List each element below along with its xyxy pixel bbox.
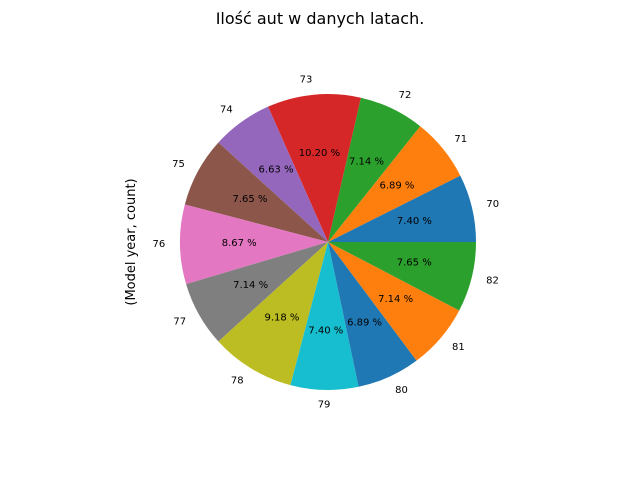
percent-label-73: 10.20 %	[299, 148, 340, 159]
percent-label-78: 9.18 %	[264, 312, 299, 323]
category-label-77: 77	[173, 316, 186, 327]
pie-slice-81	[328, 242, 460, 361]
percent-label-77: 7.14 %	[233, 280, 268, 291]
percent-label-70: 7.40 %	[397, 216, 432, 227]
category-label-78: 78	[231, 376, 244, 387]
category-label-79: 79	[318, 399, 331, 410]
pie-slice-72	[328, 97, 421, 242]
category-label-81: 81	[452, 342, 465, 353]
y-axis-label: (Model year, count)	[124, 178, 139, 305]
percent-label-81: 7.14 %	[378, 294, 413, 305]
percent-label-79: 7.40 %	[308, 325, 343, 336]
pie-slice-77	[186, 242, 328, 342]
pie-slice-73	[268, 94, 361, 242]
pie-slice-80	[328, 242, 417, 387]
pie-slice-71	[328, 126, 461, 242]
category-label-80: 80	[395, 385, 408, 396]
pie-slices	[179, 94, 476, 391]
percent-label-75: 7.65 %	[232, 194, 267, 205]
category-label-70: 70	[486, 199, 499, 210]
pie-slice-76	[179, 204, 328, 285]
pie-slice-75	[184, 142, 328, 242]
category-label-76: 76	[152, 239, 165, 250]
pie-slice-70	[328, 175, 476, 242]
category-label-71: 71	[454, 134, 467, 145]
category-label-73: 73	[300, 74, 313, 85]
pie-slice-78	[218, 242, 328, 386]
category-label-82: 82	[486, 275, 499, 286]
percent-label-71: 6.89 %	[379, 181, 414, 192]
percent-label-80: 6.89 %	[347, 317, 382, 328]
category-label-72: 72	[399, 90, 412, 101]
percent-label-72: 7.14 %	[349, 156, 384, 167]
pie-slice-79	[290, 242, 359, 391]
chart-title: Ilość aut w danych latach.	[216, 9, 425, 28]
category-label-75: 75	[172, 159, 185, 170]
percent-label-76: 8.67 %	[222, 238, 257, 249]
category-labels: 70 71 72 73 74 75 76 77 78 79 80 81 82	[152, 74, 499, 410]
percent-label-82: 7.65 %	[397, 258, 432, 269]
percent-labels: 7.40 % 6.89 % 7.14 % 10.20 % 6.63 % 7.65 % 8.6…	[222, 148, 432, 336]
percent-label-74: 6.63 %	[259, 165, 294, 176]
category-label-74: 74	[220, 105, 233, 116]
pie-slice-82	[328, 242, 476, 311]
pie-slice-74	[218, 106, 328, 243]
